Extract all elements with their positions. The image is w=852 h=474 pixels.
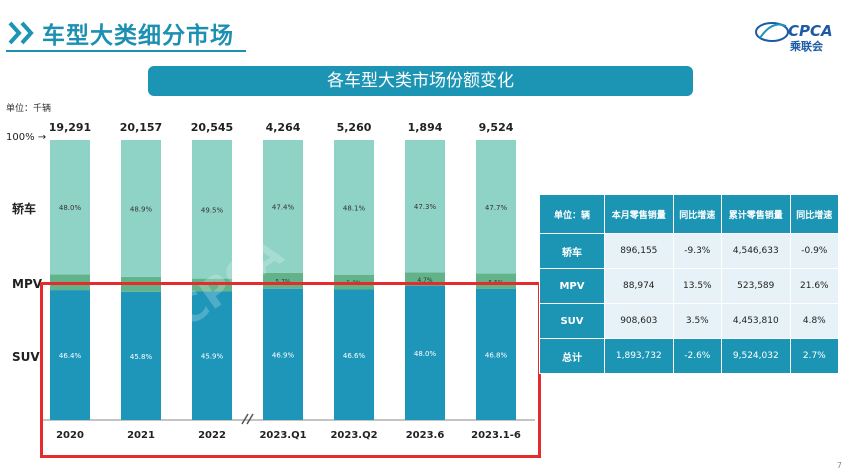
row-header: 总计 [539, 338, 605, 374]
bar-轿车-0 [50, 140, 90, 275]
logo-text: CPCA [788, 22, 833, 40]
row-header: MPV [539, 268, 605, 304]
data-label: 49.5% [201, 206, 224, 214]
data-label: 45.9% [201, 353, 224, 361]
page-number: 7 [836, 461, 842, 470]
bar-suv-1 [121, 291, 161, 420]
table-cell: 523,589 [720, 268, 791, 304]
bar-轿车-6 [476, 140, 516, 274]
x-tick-label: 2020 [56, 430, 84, 441]
table-cell: 21.6% [789, 268, 840, 304]
category-label-mpv: MPV [12, 277, 43, 291]
total-label: 19,291 [49, 121, 91, 134]
table-header-cell: 单位：辆 [539, 194, 605, 234]
table-cell: 13.5% [672, 268, 722, 304]
total-label: 20,157 [120, 121, 162, 134]
data-label: 47.3% [414, 203, 437, 211]
table-header-cell: 累计零售销量 [720, 194, 791, 234]
data-label: 48.0% [414, 350, 437, 358]
total-label: 9,524 [479, 121, 514, 134]
table-cell: -9.3% [672, 233, 722, 269]
table-header-row: 单位：辆 本月零售销量 同比增速 累计零售销量 同比增速 [539, 194, 840, 234]
table-header-cell: 同比增速 [789, 194, 840, 234]
bar-suv-2 [192, 291, 232, 420]
cpca-logo: CPCA [755, 22, 833, 42]
x-tick-label: 2021 [127, 430, 155, 441]
data-label: 48.9% [130, 205, 153, 213]
chevron-right-icon [8, 21, 34, 45]
page-title: 车型大类细分市场 [42, 23, 234, 49]
data-label: 4.7% [417, 277, 433, 284]
bar-mpv-2 [192, 278, 232, 292]
total-label: 20,545 [191, 121, 233, 134]
table-cell: 4.8% [789, 303, 840, 339]
data-label: 46.8% [485, 351, 508, 359]
data-label: 48.0% [59, 204, 82, 212]
data-label: 47.4% [272, 203, 295, 211]
unit-label: 单位：千辆 [6, 104, 52, 114]
table-header-cell: 本月零售销量 [604, 194, 674, 234]
table-cell: 88,974 [604, 268, 674, 304]
sales-table: 单位：辆 本月零售销量 同比增速 累计零售销量 同比增速 轿车 896,155 … [539, 194, 840, 374]
table-row: MPV 88,974 13.5% 523,589 21.6% [539, 268, 840, 304]
category-label-sedan: 轿车 [12, 202, 37, 216]
table-cell: -2.6% [672, 338, 722, 374]
bar-轿车-4 [334, 140, 374, 275]
axis-break-mark [246, 413, 254, 425]
data-label: 48.1% [343, 204, 366, 212]
bar-suv-0 [50, 290, 90, 420]
table-cell: 3.5% [672, 303, 722, 339]
data-label: 46.4% [59, 352, 82, 360]
table-cell: 1,893,732 [604, 338, 674, 374]
data-label: 45.8% [130, 353, 153, 361]
category-label-suv: SUV [12, 350, 40, 364]
data-label: 47.7% [485, 204, 508, 212]
x-tick-label: 2023.Q1 [259, 430, 306, 441]
x-tick-label: 2023.Q2 [330, 430, 377, 441]
highlight-box [40, 282, 541, 458]
x-tick-label: 2023.6 [406, 430, 445, 441]
hundred-percent-label: 100% → [6, 132, 47, 143]
bar-轿车-3 [263, 140, 303, 273]
table-total-row: 总计 1,893,732 -2.6% 9,524,032 2.7% [539, 338, 840, 374]
table-cell: 9,524,032 [720, 338, 791, 374]
table-row: SUV 908,603 3.5% 4,453,810 4.8% [539, 303, 840, 339]
table-cell: 896,155 [604, 233, 674, 269]
x-tick-label: 2022 [198, 430, 226, 441]
bar-轿车-5 [405, 140, 445, 273]
x-tick-label: 2023.1-6 [471, 430, 521, 441]
table-cell: 4,546,633 [720, 233, 791, 269]
bar-mpv-6 [476, 273, 516, 289]
bar-轿车-2 [192, 140, 232, 279]
title-underline [6, 50, 246, 52]
axis-break-mark [241, 413, 249, 425]
bar-suv-3 [263, 288, 303, 420]
table-cell: 2.7% [789, 338, 840, 374]
chart-title-banner: 各车型大类市场份额变化 [148, 66, 693, 96]
data-label: 46.6% [343, 352, 366, 360]
logo-subtitle: 乘联会 [790, 40, 823, 53]
table-header-cell: 同比增速 [672, 194, 722, 234]
data-label: 46.9% [272, 351, 295, 359]
table-cell: -0.9% [789, 233, 840, 269]
row-header: 轿车 [539, 233, 605, 269]
total-label: 1,894 [408, 121, 443, 134]
total-label: 5,260 [337, 121, 372, 134]
bar-轿车-1 [121, 140, 161, 277]
bar-suv-6 [476, 288, 516, 420]
table-cell: 4,453,810 [720, 303, 791, 339]
bar-suv-5 [405, 285, 445, 420]
table-cell: 908,603 [604, 303, 674, 339]
table-row: 轿车 896,155 -9.3% 4,546,633 -0.9% [539, 233, 840, 269]
total-label: 4,264 [266, 121, 301, 134]
bar-suv-4 [334, 289, 374, 420]
row-header: SUV [539, 303, 605, 339]
